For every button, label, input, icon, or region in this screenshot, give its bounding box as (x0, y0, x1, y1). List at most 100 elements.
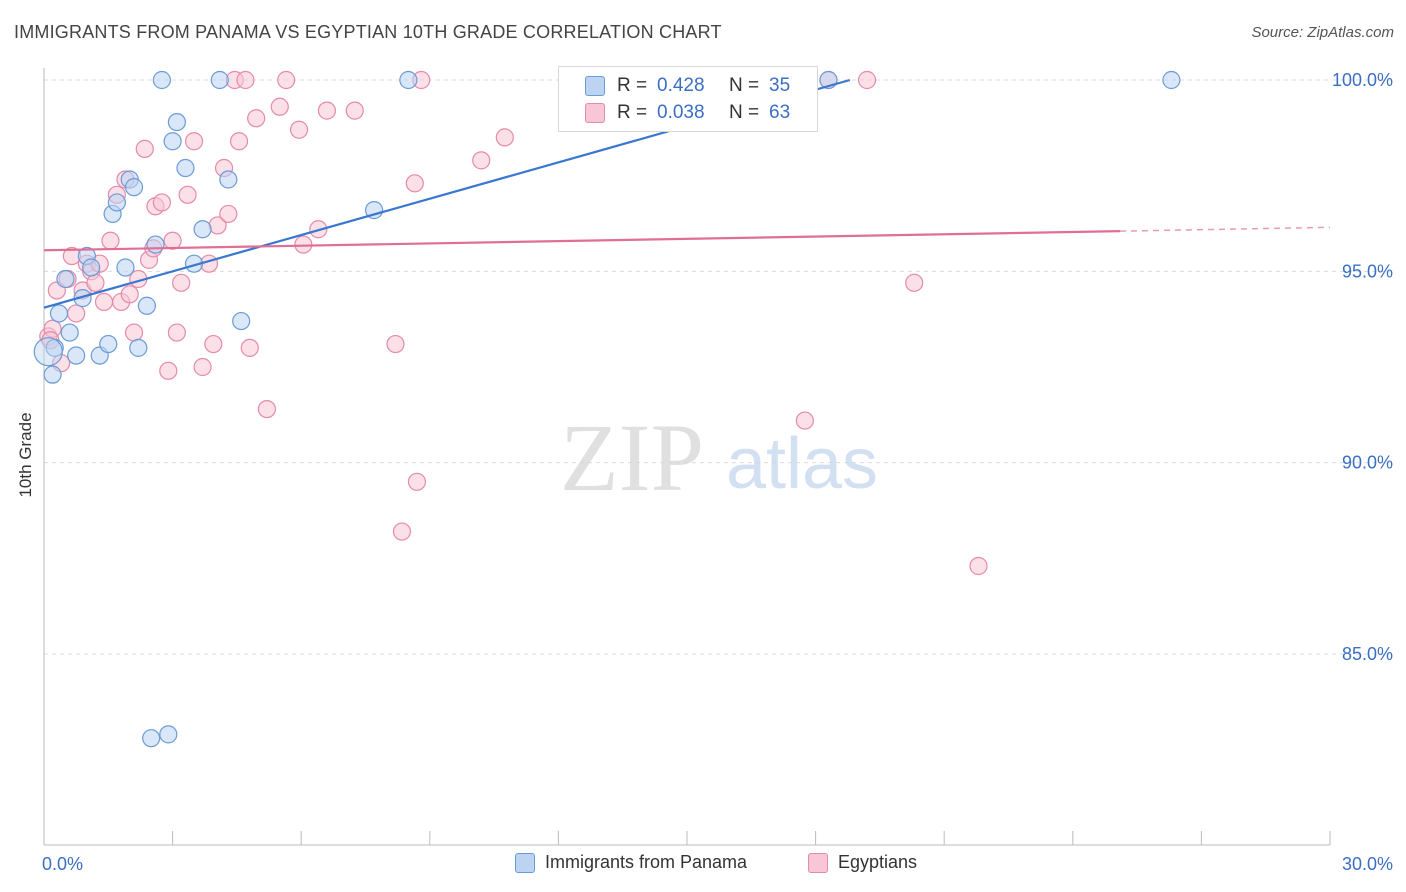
egyptians-point (178, 185, 197, 204)
panama-point (129, 338, 148, 357)
egyptians-point (236, 70, 255, 90)
stats-swatch-panama (585, 76, 605, 96)
egyptians-point (67, 304, 86, 323)
panama-points (33, 70, 1181, 748)
legend: Immigrants from Panama Egyptians (0, 852, 1406, 878)
panama-point (142, 729, 161, 748)
chart-title: IMMIGRANTS FROM PANAMA VS EGYPTIAN 10TH … (14, 22, 722, 42)
axes (43, 68, 1331, 846)
egyptians-trend-line (43, 230, 1120, 252)
egyptians-point (101, 231, 120, 250)
r-label: R = (617, 102, 648, 123)
panama-point (163, 132, 182, 151)
egyptians-point (124, 323, 144, 342)
panama-point (146, 235, 165, 254)
n-value-egyptians: 63 (769, 102, 791, 123)
panama-point (49, 304, 69, 323)
egyptians-point (229, 132, 249, 151)
panama-point (167, 112, 186, 132)
egyptians-point (969, 556, 988, 576)
egyptians-point (204, 334, 223, 354)
egyptians-point (86, 273, 105, 292)
egyptians-point (240, 338, 259, 357)
panama-point (193, 220, 212, 239)
panama-point (219, 170, 238, 189)
legend-item-panama[interactable]: Immigrants from Panama (515, 852, 747, 873)
tick-labels: 85.0% 90.0% 95.0% 100.0% 0.0% 30.0% (42, 70, 1393, 874)
panama-point (43, 365, 62, 384)
panama-point (1162, 70, 1181, 90)
n-label: N = (729, 75, 760, 96)
y-tick-label: 95.0% (1342, 261, 1393, 281)
egyptians-point (257, 399, 277, 419)
r-value-egyptians: 0.038 (657, 102, 705, 123)
y-tick-label: 100.0% (1332, 70, 1393, 90)
stats-legend: R = 0.428 N = 35 R = 0.038 N = 63 (558, 66, 818, 132)
egyptians-point (172, 273, 191, 292)
x-tick-label: 30.0% (1342, 854, 1393, 874)
watermark-zip: ZIP (560, 404, 704, 511)
r-value-panama: 0.428 (657, 75, 705, 96)
panama-point (67, 346, 86, 365)
egyptians-points (39, 70, 988, 576)
egyptians-point (795, 411, 814, 430)
egyptians-point (386, 334, 405, 354)
egyptians-point (163, 231, 182, 250)
panama-point (159, 725, 178, 744)
n-value-panama: 35 (769, 75, 791, 96)
egyptians-point (472, 151, 491, 170)
egyptians-point (392, 522, 412, 541)
watermark-atlas: atlas (726, 424, 878, 504)
panama-point (176, 158, 195, 178)
egyptians-point (495, 128, 514, 147)
panama-point (152, 70, 171, 90)
y-tick-label: 90.0% (1342, 453, 1393, 473)
x-tick-label: 0.0% (42, 854, 83, 874)
n-label: N = (729, 102, 760, 123)
egyptians-point (219, 204, 238, 224)
egyptians-point (270, 97, 289, 116)
chart-source: Source: ZipAtlas.com (1251, 24, 1394, 41)
egyptians-point (193, 357, 212, 377)
grid-lines (44, 79, 1392, 655)
egyptians-point (289, 120, 309, 139)
legend-swatch-panama (515, 852, 535, 873)
panama-point (210, 70, 229, 90)
stats-row-egyptians: R = 0.038 N = 63 (585, 99, 790, 127)
panama-point (56, 269, 75, 289)
egyptians-point (247, 109, 266, 128)
egyptians-point (94, 292, 114, 312)
egyptians-point (905, 273, 924, 292)
egyptians-point (120, 285, 139, 304)
y-tick-label: 85.0% (1342, 644, 1393, 664)
egyptians-point (405, 174, 424, 193)
egyptians-trend-line-extension (1119, 226, 1331, 232)
egyptians-point (152, 193, 171, 212)
egyptians-point (345, 101, 364, 120)
legend-label-egyptians: Egyptians (838, 852, 918, 872)
panama-point-cluster (33, 337, 63, 367)
panama-point (399, 70, 418, 90)
legend-label-panama: Immigrants from Panama (545, 852, 748, 872)
egyptians-point (184, 132, 204, 151)
panama-point (82, 258, 101, 277)
egyptians-point (317, 101, 337, 120)
egyptians-point (167, 323, 186, 342)
egyptians-point (277, 70, 296, 90)
panama-point (232, 311, 251, 331)
egyptians-point (135, 139, 154, 158)
panama-point (124, 178, 144, 197)
panama-point (116, 258, 135, 277)
legend-item-egyptians[interactable]: Egyptians (808, 852, 917, 873)
egyptians-point (857, 70, 877, 90)
r-label: R = (617, 75, 648, 96)
panama-point (137, 296, 156, 315)
egyptians-point (407, 472, 427, 491)
legend-swatch-egyptians (808, 852, 828, 873)
stats-swatch-egyptians (585, 103, 605, 123)
egyptians-point (159, 361, 178, 380)
panama-point (60, 323, 79, 342)
panama-point (107, 193, 126, 212)
watermark: ZIP atlas (560, 404, 878, 511)
